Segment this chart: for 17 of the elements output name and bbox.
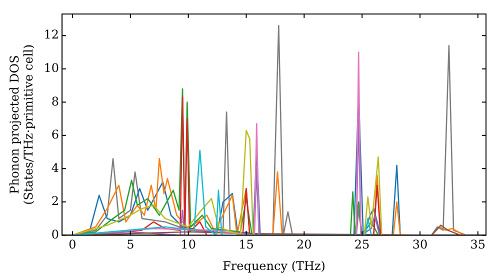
x-tick-label: 35 <box>470 238 486 252</box>
x-axis-title: Frequency (THz) <box>222 258 326 273</box>
x-tick-label: 15 <box>238 238 254 252</box>
x-tick-label: 30 <box>412 238 428 252</box>
y-tick-label: 10 <box>44 61 60 76</box>
y-tick-label: 8 <box>51 94 60 108</box>
y-tick-label: 0 <box>51 227 60 242</box>
y-tick-label: 12 <box>44 28 60 42</box>
y-tick-label: 6 <box>51 128 60 142</box>
x-tick-label: 20 <box>296 238 312 252</box>
y-axis-title: Phonon projected DOS (States/THz·primitive cell) <box>7 44 36 205</box>
x-tick-label: 0 <box>68 238 76 252</box>
x-tick-label: 5 <box>126 238 134 252</box>
y-tick-label: 4 <box>51 160 60 175</box>
y-tick-label: 2 <box>51 194 60 208</box>
x-tick-label: 25 <box>354 238 370 252</box>
x-tick-label: 10 <box>180 238 196 252</box>
